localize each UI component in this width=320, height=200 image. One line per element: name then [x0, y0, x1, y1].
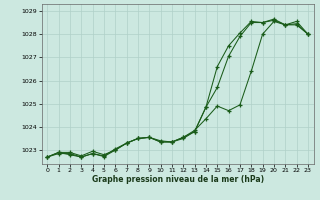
- X-axis label: Graphe pression niveau de la mer (hPa): Graphe pression niveau de la mer (hPa): [92, 175, 264, 184]
